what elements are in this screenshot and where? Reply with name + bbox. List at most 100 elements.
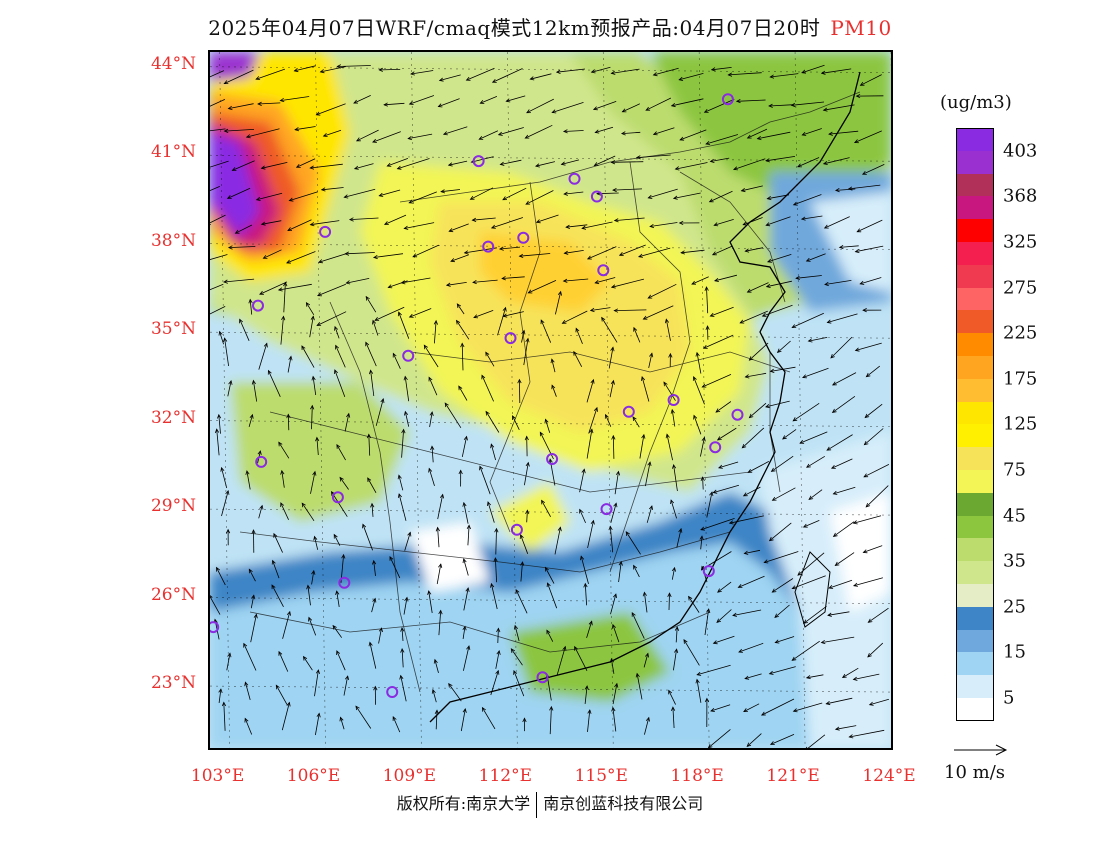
wind-vector: [574, 645, 588, 671]
wind-vector: [776, 340, 791, 354]
wind-vector: [713, 274, 737, 282]
wind-vector: [223, 128, 255, 133]
wind-vector: [223, 278, 255, 284]
wind-vector: [614, 470, 621, 495]
wind-vector: [803, 605, 827, 624]
wind-vector: [221, 490, 230, 517]
legend-label: 175: [1003, 368, 1038, 390]
wind-vector: [466, 524, 471, 546]
wind-vector: [245, 470, 251, 490]
wind-vector: [541, 499, 551, 517]
wind-vector: [218, 330, 224, 345]
wind-vector: [368, 641, 377, 669]
legend-label: 35: [1003, 550, 1026, 572]
wind-vector: [319, 66, 346, 74]
pm10-map: [208, 50, 893, 750]
wind-vector: [437, 98, 460, 108]
wind-vector: [353, 163, 374, 170]
wind-vector: [227, 245, 256, 250]
city-marker: [600, 503, 613, 516]
wind-vector: [336, 443, 346, 461]
wind-vector: [250, 594, 256, 609]
legend-label: 368: [1003, 185, 1038, 207]
wind-vector: [792, 402, 820, 422]
wind-vector: [210, 160, 229, 170]
wind-vector: [704, 697, 710, 728]
city-marker: [252, 299, 264, 312]
wind-vector: [458, 385, 468, 401]
legend-swatch: [956, 675, 994, 698]
wind-vector: [632, 416, 640, 428]
wind-vector: [854, 245, 884, 254]
wind-vector: [396, 158, 430, 170]
wind-vector: [735, 99, 766, 104]
wind-vector: [375, 397, 385, 426]
wind-vector: [633, 326, 641, 343]
wind-vector: [540, 319, 552, 343]
wind-vector: [353, 95, 371, 104]
wind-vector: [310, 470, 317, 494]
wind-vector: [343, 675, 350, 696]
wind-vector: [790, 101, 825, 108]
wind-vector: [383, 102, 405, 107]
legend-swatch: [956, 606, 994, 630]
wind-vector: [867, 607, 889, 623]
wind-vector: [670, 98, 704, 108]
wind-vector: [612, 682, 619, 705]
wind-vector: [853, 130, 882, 144]
wind-vector: [765, 400, 790, 409]
wind-vector: [647, 283, 677, 299]
wind-vector: [433, 658, 439, 674]
wind-vector: [612, 623, 620, 643]
wind-vector: [855, 93, 884, 99]
wind-vector: [255, 68, 286, 80]
wind-vector: [442, 126, 468, 136]
legend-swatch: [956, 401, 994, 425]
wind-vector: [791, 312, 824, 328]
wind-vector: [562, 278, 589, 283]
wind-vector: [372, 253, 404, 260]
wind-vector: [313, 535, 319, 550]
wind-vector: [438, 74, 461, 82]
longitude-tick-label: 121°E: [766, 766, 820, 786]
wind-vector: [633, 564, 640, 578]
wind-vector: [702, 334, 734, 349]
wind-vector: [834, 725, 857, 731]
latitude-tick-label: 32°N: [150, 407, 196, 428]
wind-vector: [863, 464, 890, 478]
wind-vector: [744, 673, 762, 680]
city-marker: [568, 172, 581, 185]
city-marker: [255, 455, 268, 468]
wind-vector: [601, 316, 618, 343]
wind-vector: [320, 187, 344, 192]
longitude-tick-label: 103°E: [190, 766, 245, 786]
wind-vector: [551, 384, 557, 397]
wind-vector: [400, 626, 405, 642]
wind-vector: [797, 157, 820, 168]
wind-vector: [494, 527, 499, 555]
wind-vector: [741, 427, 765, 449]
city-marker: [597, 264, 610, 277]
wind-vector: [733, 158, 766, 171]
wind-vector: [491, 68, 523, 83]
wind-vector: [830, 336, 853, 359]
wind-vector: [481, 374, 494, 402]
wind-vector: [588, 406, 598, 434]
wind-vector: [550, 358, 556, 373]
province-boundaries: [239, 91, 861, 693]
wind-vector: [575, 327, 583, 344]
legend-swatch: [956, 356, 994, 379]
wind-vector: [260, 162, 288, 170]
wind-vector: [524, 461, 530, 486]
latitude-tick-label: 38°N: [150, 230, 196, 251]
wind-vector: [280, 469, 285, 488]
wind-vector: [594, 277, 616, 285]
wind-vector: [637, 247, 671, 258]
wind-vector: [649, 222, 678, 229]
longitude-gridline: [411, 52, 422, 748]
wind-vector: [481, 706, 496, 730]
wind-vector: [830, 458, 853, 469]
wind-vector: [310, 404, 315, 430]
wind-vector: [774, 604, 790, 618]
wind-vector: [700, 436, 706, 457]
